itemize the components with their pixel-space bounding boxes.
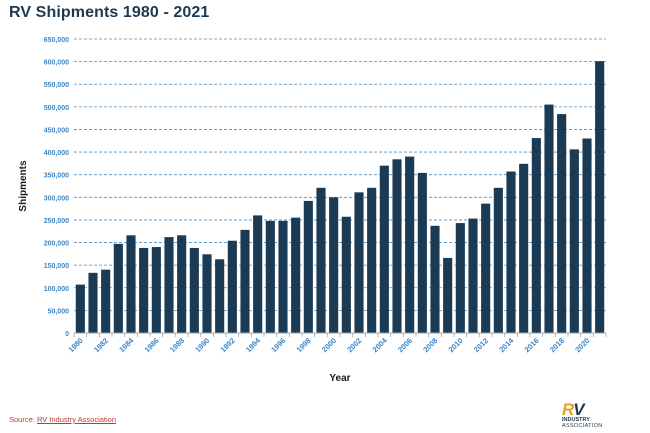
bar-1998 [303,200,313,333]
bar-1999 [316,187,326,333]
y-tick-label: 400,000 [44,150,69,157]
y-tick-label: 550,000 [44,82,69,89]
bar-2012 [481,203,491,333]
bar-1994 [253,215,263,333]
bar-2021 [595,61,605,333]
bar-1981 [88,272,98,333]
x-tick-label: 2004 [371,335,390,354]
y-tick-label: 50,000 [48,308,70,315]
bar-1980 [75,284,85,333]
y-tick-label: 100,000 [44,286,69,293]
bar-1987 [164,237,174,333]
x-tick-label: 2000 [320,336,338,354]
bar-2016 [531,138,541,333]
x-tick-label: 2006 [396,336,414,354]
bar-2001 [341,216,351,333]
x-tick-label: 2016 [523,336,541,354]
bar-chart: 0 50,000 100,000 150,000 200,000 250,000 300,0… [18,37,607,384]
bar-2020 [582,138,592,333]
y-axis-label: Shipments [18,160,29,212]
y-tick-label: 350,000 [44,173,69,180]
y-tick-label: 150,000 [44,263,69,270]
bars [75,61,605,334]
x-tick-label: 2020 [573,336,591,354]
bar-2011 [468,218,478,333]
x-tick-label: 2018 [548,336,566,354]
bar-2013 [493,187,503,333]
bar-1990 [202,254,212,333]
bar-2003 [367,187,377,333]
x-tick-labels: 1980 1982 1984 1986 1988 1990 1992 1994 1996 1998… [67,335,592,354]
bar-2004 [379,165,389,333]
bar-1996 [278,220,288,333]
bar-2005 [392,159,402,333]
bar-2008 [430,225,440,333]
bar-2009 [443,257,453,333]
source-link[interactable]: RV Industry Association [36,415,117,424]
y-tick-label: 500,000 [44,105,69,112]
bar-1992 [227,240,237,333]
x-tick-label: 1996 [269,336,287,354]
x-tick-label: 1990 [193,336,211,354]
bar-2000 [329,197,339,333]
bar-1984 [126,235,136,333]
bar-1989 [189,247,199,333]
bar-2018 [557,114,567,334]
logo-mark-v: V [573,400,584,419]
x-tick-label: 1986 [143,336,161,354]
y-tick-label: 300,000 [44,195,69,202]
bar-1993 [240,229,250,333]
bar-2006 [405,156,415,333]
bar-2002 [354,192,364,333]
bar-2017 [544,104,554,333]
y-tick-label: 200,000 [44,241,69,248]
logo-mark: RV [562,400,614,419]
x-tick-label: 2014 [497,335,516,354]
bar-1983 [113,243,123,333]
logo-line-industry: INDUSTRY [562,417,590,423]
bar-2015 [519,163,529,333]
x-tick-label: 1988 [168,336,186,354]
x-tick-label: 2010 [447,336,465,354]
source-note: Source: RV Industry Association [9,415,116,424]
logo-mark-r: R [562,400,574,419]
bar-1986 [151,247,161,333]
bar-1991 [215,259,225,333]
x-tick-label: 1982 [92,336,110,354]
y-tick-label: 600,000 [44,60,69,67]
y-tick-labels: 0 50,000 100,000 150,000 200,000 250,000 300,0… [44,37,69,338]
x-tick-label: 2012 [472,336,490,354]
bar-1982 [101,269,111,333]
bar-2010 [455,223,465,333]
x-tick-label: 2008 [421,336,439,354]
gridlines [74,38,606,311]
logo-line-association: ASSOCIATION [562,423,603,429]
x-tick-label: 1980 [67,336,85,354]
y-tick-label: 250,000 [44,218,69,225]
bar-2019 [569,149,579,333]
chart-title: RV Shipments 1980 - 2021 [9,4,210,21]
x-axis [73,332,607,337]
x-tick-label: 1994 [244,335,263,354]
y-tick-label: 0 [65,331,69,338]
bar-1985 [139,247,149,333]
x-tick-label: 1992 [219,336,237,354]
bar-2007 [417,172,427,333]
x-axis-label: Year [329,373,350,384]
x-tick-label: 2002 [345,336,363,354]
source-prefix: Source: [9,415,37,424]
bar-1995 [265,220,275,333]
bar-1988 [177,235,187,333]
rv-industry-logo: RV INDUSTRY ASSOCIATION [562,400,614,430]
bar-1997 [291,217,301,333]
x-tick-label: 1984 [117,335,136,354]
bar-2014 [506,171,516,333]
y-tick-label: 650,000 [44,37,69,44]
y-tick-label: 450,000 [44,127,69,134]
x-tick-label: 1998 [295,336,313,354]
